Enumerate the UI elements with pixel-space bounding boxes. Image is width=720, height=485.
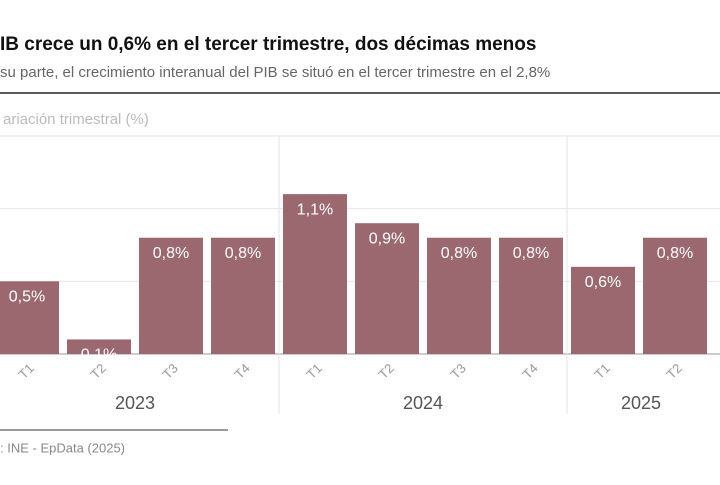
bar xyxy=(283,194,347,354)
bar xyxy=(139,237,203,354)
x-tick-label: T4 xyxy=(232,361,253,382)
bar xyxy=(67,339,131,354)
x-tick-label: T1 xyxy=(304,361,325,382)
x-tick-label: T1 xyxy=(16,361,37,382)
bar xyxy=(643,237,707,354)
group-label: 2023 xyxy=(115,393,155,413)
source: : INE - EpData (2025) xyxy=(0,440,125,455)
value-label: 0,1% xyxy=(81,347,117,364)
x-tick-label: T3 xyxy=(160,361,181,382)
y-axis-label: ariación trimestral (%) xyxy=(3,111,149,128)
value-label: 0,8% xyxy=(441,245,477,262)
value-label: 0,8% xyxy=(153,245,189,262)
value-label: 0,5% xyxy=(9,289,45,306)
x-tick-label: T2 xyxy=(376,361,397,382)
group-label: 2025 xyxy=(621,393,661,413)
bar xyxy=(499,237,563,354)
value-label: 0,8% xyxy=(513,245,549,262)
bar xyxy=(211,237,275,354)
value-label: 0,8% xyxy=(657,245,693,262)
chart-subtitle: su parte, el crecimiento interanual del … xyxy=(0,64,550,81)
bar xyxy=(571,266,635,354)
bar xyxy=(355,223,419,354)
x-tick-label: T4 xyxy=(520,361,541,382)
x-tick-label: T2 xyxy=(664,361,685,382)
value-label: 0,9% xyxy=(369,230,405,247)
group-label: 2024 xyxy=(403,393,443,413)
x-tick-label: T2 xyxy=(88,361,109,382)
bar xyxy=(427,237,491,354)
value-label: 0,6% xyxy=(585,274,621,291)
x-tick-label: T3 xyxy=(448,361,469,382)
bar xyxy=(0,281,59,354)
chart-title: IB crece un 0,6% en el tercer trimestre,… xyxy=(0,34,536,55)
value-label: 0,8% xyxy=(225,245,261,262)
value-label: 1,1% xyxy=(297,201,333,218)
x-tick-label: T1 xyxy=(592,361,613,382)
